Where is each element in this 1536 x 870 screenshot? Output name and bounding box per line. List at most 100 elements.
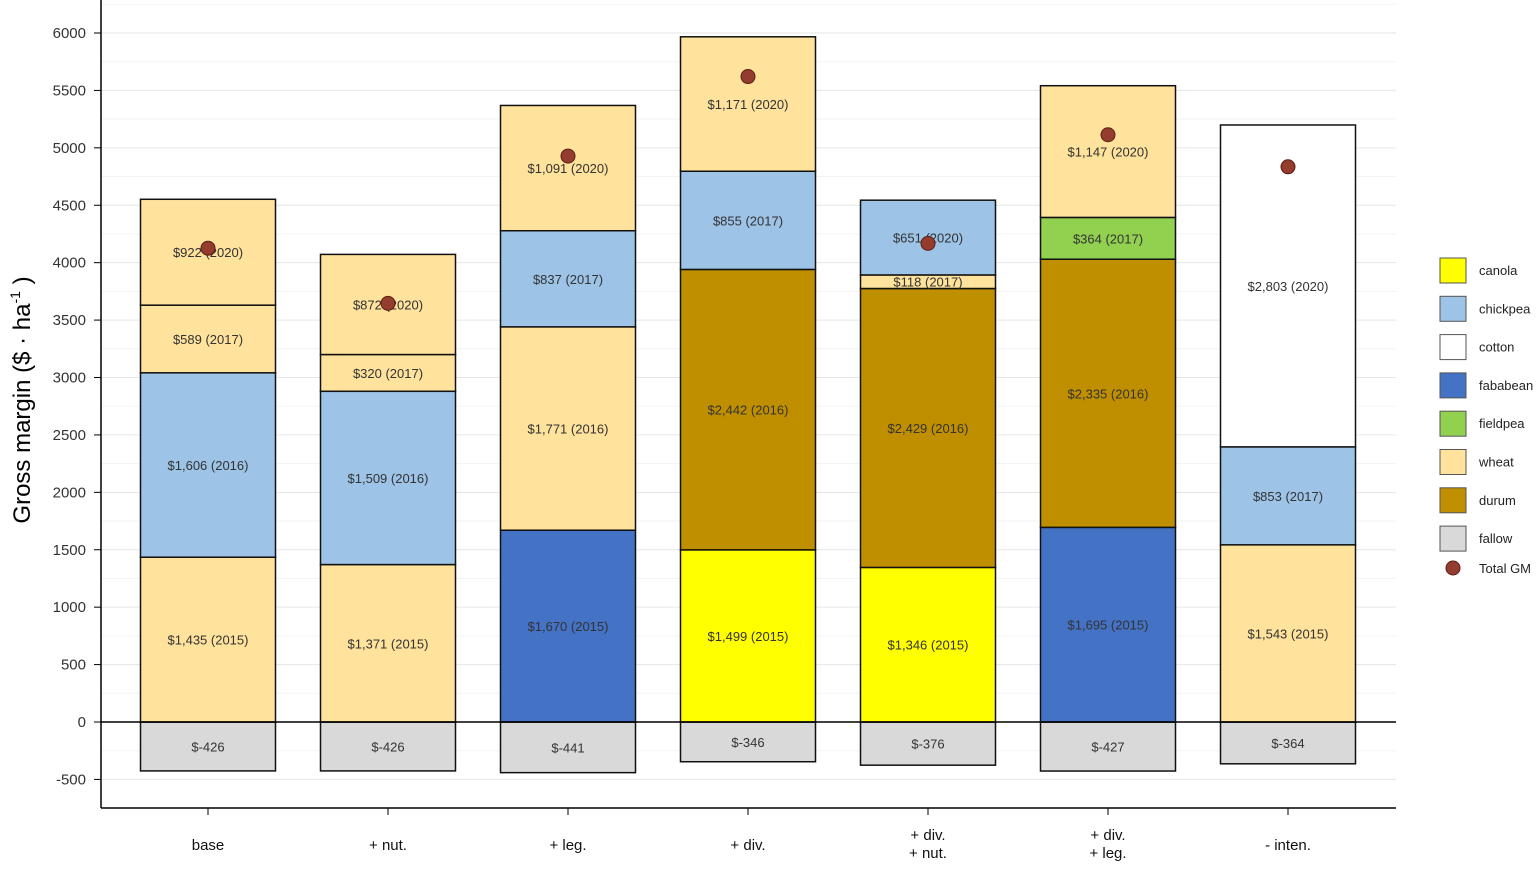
data-label: $1,171 (2020) xyxy=(708,97,789,112)
bar-segment-durum xyxy=(859,287,997,569)
data-label: $1,147 (2020) xyxy=(1068,145,1149,160)
y-tick-label: 4000 xyxy=(53,255,86,272)
data-label: $1,695 (2015) xyxy=(1068,618,1149,633)
bars: $-426 $1,435 (2015) $1,606 (2016) $589 (201… xyxy=(139,36,1357,774)
data-label: $-426 xyxy=(191,739,224,754)
data-label: $1,091 (2020) xyxy=(528,161,609,176)
x-tick-label: + leg. xyxy=(1089,845,1126,862)
bar-stack: $-426 $1,371 (2015) $1,509 (2016) $320 (201… xyxy=(319,253,457,772)
bar-segment-canola xyxy=(859,566,997,723)
legend-total-gm-marker xyxy=(1445,560,1461,576)
bar-segment-cotton xyxy=(1219,124,1357,448)
y-tick-label: 2500 xyxy=(53,427,86,444)
legend-label: fallow xyxy=(1479,531,1513,546)
data-label: $2,442 (2016) xyxy=(708,403,789,418)
y-tick-label: 6000 xyxy=(53,25,86,42)
legend-label: Total GM xyxy=(1479,561,1531,576)
bar-segment-wheat xyxy=(499,326,637,531)
data-label: $589 (2017) xyxy=(173,332,243,347)
bar-segment-chickpea xyxy=(1219,446,1357,546)
bar-segment-fallow xyxy=(1219,721,1357,765)
legend-swatch-fieldpea xyxy=(1439,410,1467,437)
bar-segment-wheat xyxy=(679,36,817,173)
total-gm-point xyxy=(1100,127,1116,143)
axes: base + nut. + leg. + div.+ div.+ nut.+ div.… xyxy=(53,0,1396,862)
data-label: $1,606 (2016) xyxy=(168,458,249,473)
data-label: $853 (2017) xyxy=(1253,489,1323,504)
x-tick-label: + nut. xyxy=(369,837,407,854)
total-gm-point xyxy=(920,235,936,251)
data-label: $1,509 (2016) xyxy=(348,471,429,486)
legend-swatch-durum xyxy=(1439,487,1467,514)
data-label: $1,371 (2015) xyxy=(348,636,429,651)
legend-swatch-cotton xyxy=(1439,334,1467,361)
total-gm-point xyxy=(560,148,576,164)
x-tick-label: + nut. xyxy=(909,845,947,862)
bar-segment-wheat xyxy=(1039,84,1177,219)
data-label: $1,543 (2015) xyxy=(1248,626,1329,641)
total-gm-point xyxy=(740,69,756,85)
legend: canola chickpea cotton fababean fieldpea whea… xyxy=(1439,257,1533,576)
legend-swatch-canola xyxy=(1439,257,1467,284)
bar-stack: $-426 $1,435 (2015) $1,606 (2016) $589 (201… xyxy=(139,198,277,772)
y-tick-label: 5500 xyxy=(53,82,86,99)
data-label: $-426 xyxy=(371,739,404,754)
legend-label: cotton xyxy=(1479,340,1514,355)
bar-stack: $-376 $1,346 (2015) $2,429 (2016) $118 (201… xyxy=(859,199,997,766)
bar-segment-fallow xyxy=(679,721,817,763)
data-label: $1,435 (2015) xyxy=(168,633,249,648)
x-tick-label: + div. xyxy=(910,827,945,844)
bar-segment-wheat xyxy=(499,104,637,232)
data-label: $320 (2017) xyxy=(353,366,423,381)
data-label: $-364 xyxy=(1271,736,1304,751)
total-gm-point xyxy=(200,240,216,256)
legend-swatch-fallow xyxy=(1439,525,1467,552)
x-tick-label: + div. xyxy=(1090,827,1125,844)
y-tick-label: -500 xyxy=(56,771,86,788)
data-label: $2,429 (2016) xyxy=(888,421,969,436)
data-label: $1,771 (2016) xyxy=(528,422,609,437)
x-tick-label: base xyxy=(192,837,225,854)
y-tick-label: 1000 xyxy=(53,599,86,616)
y-tick-label: 4500 xyxy=(53,197,86,214)
data-label: $2,335 (2016) xyxy=(1068,386,1149,401)
bar-segment-chickpea xyxy=(139,372,277,558)
data-label: $855 (2017) xyxy=(713,213,783,228)
legend-swatch-wheat xyxy=(1439,449,1467,475)
x-tick-label: + div. xyxy=(730,837,765,854)
data-label: $2,803 (2020) xyxy=(1248,279,1329,294)
bar-segment-wheat xyxy=(1219,544,1357,723)
bar-stack: $-346 $1,499 (2015) $2,442 (2016) $855 (201… xyxy=(679,36,817,763)
bar-segment-chickpea xyxy=(499,229,637,328)
data-label: $-376 xyxy=(911,737,944,752)
y-tick-label: 500 xyxy=(61,657,86,674)
bar-segment-fallow xyxy=(139,721,277,772)
total-gm-point xyxy=(380,295,396,311)
data-label: $837 (2017) xyxy=(533,272,603,287)
y-tick-label: 1500 xyxy=(53,542,86,559)
bar-stack: $-427 $1,695 (2015) $2,335 (2016) $364 (201… xyxy=(1039,84,1177,772)
y-tick-label: 5000 xyxy=(53,140,86,157)
data-label: $1,499 (2015) xyxy=(708,629,789,644)
legend-swatch-fababean xyxy=(1439,372,1467,399)
legend-label: fababean xyxy=(1479,378,1533,393)
total-gm-point xyxy=(1280,159,1296,175)
data-label: $1,670 (2015) xyxy=(528,619,609,634)
bar-segment-wheat xyxy=(319,563,457,723)
y-tick-label: 3000 xyxy=(53,370,86,387)
legend-label: canola xyxy=(1479,263,1518,278)
bar-segment-canola xyxy=(679,549,817,723)
bar-segment-durum xyxy=(679,268,817,551)
bar-stack: $-441 $1,670 (2015) $1,771 (2016) $837 (201… xyxy=(499,104,637,774)
data-label: $-441 xyxy=(551,740,584,755)
bar-segment-fababean xyxy=(1039,526,1177,723)
data-label: $1,346 (2015) xyxy=(888,638,969,653)
legend-label: durum xyxy=(1479,493,1516,508)
x-tick-label: + leg. xyxy=(549,837,586,854)
data-label: $118 (2017) xyxy=(893,275,962,290)
y-tick-label: 2000 xyxy=(53,484,86,501)
y-axis-label: Gross margin ($ · ha-1 ) xyxy=(7,276,36,523)
data-label: $-346 xyxy=(731,735,764,750)
legend-label: wheat xyxy=(1478,455,1514,470)
y-tick-label: 0 xyxy=(78,714,86,731)
